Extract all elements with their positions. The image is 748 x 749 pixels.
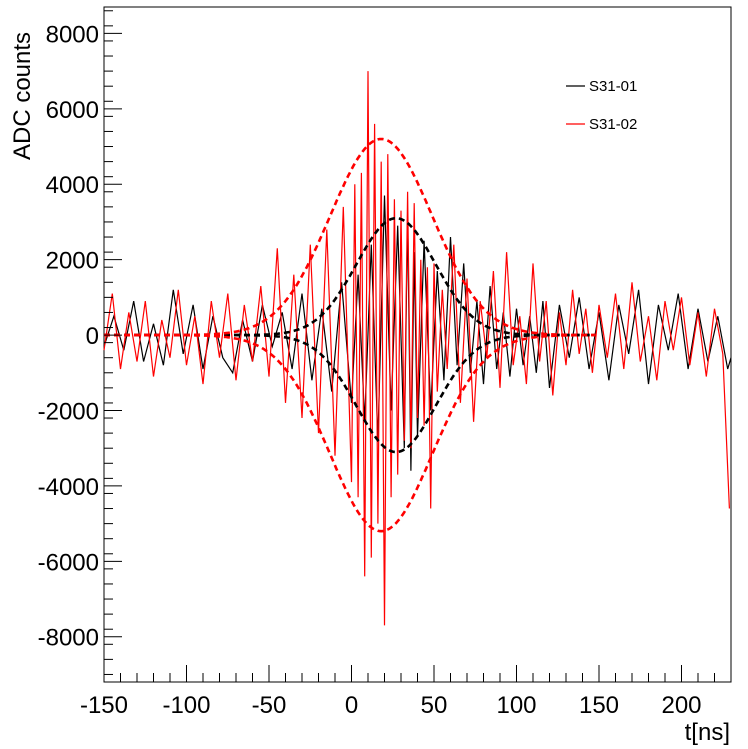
series-layer [103,71,732,626]
y-tick-label: 6000 [46,97,99,124]
x-tick-label: -150 [80,692,128,719]
y-tick-label: 8000 [46,21,99,48]
y-tick-label: 2000 [46,248,99,275]
x-tick-label: -100 [162,692,210,719]
y-tick-label: -8000 [38,625,99,652]
x-tick-label: 50 [421,692,448,719]
x-tick-label: -50 [252,692,287,719]
y-tick-label: 4000 [46,172,99,199]
y-tick-label: -2000 [38,398,99,425]
envelope-red-lower [104,333,596,533]
y-axis: -8000 -6000 -4000 -2000 0 2000 4000 6000 8000 [38,10,122,675]
legend-label-s31-02: S31-02 [589,116,637,133]
y-axis-title: ADC counts [9,32,36,160]
series-s31-02 [103,71,730,626]
x-axis-title: t[ns] [685,719,730,746]
envelope-red-upper [104,137,596,337]
x-tick-label: 200 [661,692,701,719]
legend-label-s31-01: S31-01 [589,78,637,95]
y-tick-label: -6000 [38,549,99,576]
x-tick-label: 0 [345,692,358,719]
y-tick-label: 0 [86,323,99,350]
envelope-layer [104,137,596,533]
y-tick-label: -4000 [38,474,99,501]
x-axis: -150 -100 -50 0 50 100 150 200 [80,665,732,719]
x-tick-label: 100 [496,692,536,719]
legend: S31-01 S31-02 [566,78,637,133]
x-tick-label: 150 [579,692,619,719]
series-s31-01 [103,195,732,471]
